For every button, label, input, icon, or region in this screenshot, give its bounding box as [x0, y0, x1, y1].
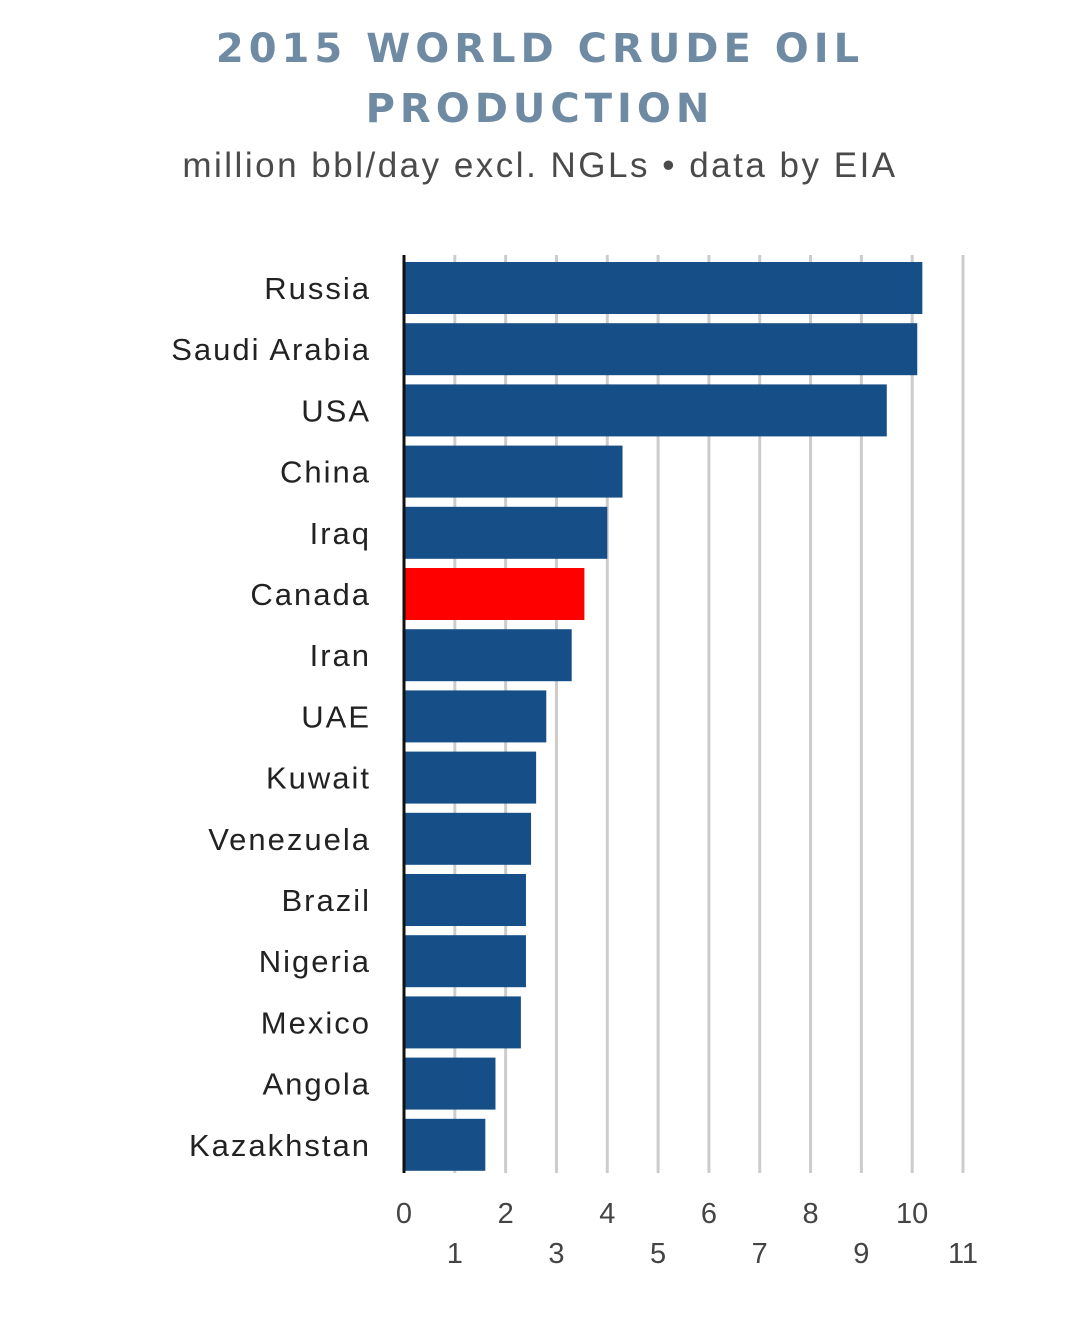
category-label-kazakhstan: Kazakhstan: [189, 1128, 371, 1163]
category-label-china: China: [280, 455, 371, 490]
category-labels: Russia Saudi Arabia USA China Iraq Canada Iran…: [171, 271, 371, 1163]
bar-nigeria: [404, 935, 526, 988]
x-tick-label-9: 9: [853, 1238, 869, 1270]
bars: [404, 262, 923, 1171]
category-label-brazil: Brazil: [281, 883, 371, 918]
bar-brazil: [404, 874, 526, 926]
bar-kazakhstan: [404, 1118, 486, 1171]
bar-iraq: [404, 506, 608, 559]
bar-saudi-arabia: [404, 323, 918, 376]
bar-uae: [404, 690, 547, 743]
category-label-angola: Angola: [262, 1067, 371, 1102]
bar-russia: [404, 262, 923, 314]
category-label-nigeria: Nigeria: [259, 944, 371, 979]
category-label-iran: Iran: [310, 638, 371, 673]
x-tick-label-6: 6: [701, 1198, 717, 1230]
chart-title-line-1: 2015 WORLD CRUDE OIL: [215, 26, 865, 72]
category-label-venezuela: Venezuela: [208, 822, 371, 857]
bar-china: [404, 445, 623, 498]
x-tick-label-10: 10: [896, 1198, 928, 1230]
bar-angola: [404, 1057, 496, 1110]
category-label-uae: UAE: [301, 699, 371, 734]
bar-iran: [404, 629, 572, 682]
chart-subtitle: million bbl/day excl. NGLs • data by EIA: [182, 146, 898, 185]
x-tick-label-11: 11: [948, 1238, 978, 1270]
chart-title-line-2: PRODUCTION: [365, 86, 715, 132]
x-tick-label-0: 0: [396, 1198, 412, 1230]
x-tick-labels: 0 1 2 3 4 5 6 7 8 9 10 11: [396, 1198, 978, 1270]
x-tick-label-5: 5: [650, 1238, 666, 1270]
x-tick-label-8: 8: [802, 1198, 818, 1230]
x-tick-label-7: 7: [752, 1238, 768, 1270]
x-tick-label-1: 1: [447, 1238, 463, 1270]
category-label-canada: Canada: [250, 577, 371, 612]
bar-kuwait: [404, 751, 537, 804]
category-label-usa: USA: [301, 393, 371, 428]
bar-venezuela: [404, 812, 532, 865]
x-tick-label-4: 4: [599, 1198, 615, 1230]
category-label-kuwait: Kuwait: [266, 761, 371, 796]
category-label-russia: Russia: [264, 271, 371, 306]
category-label-iraq: Iraq: [310, 516, 371, 551]
x-tick-label-2: 2: [498, 1198, 514, 1230]
category-label-mexico: Mexico: [261, 1005, 371, 1040]
x-tick-label-3: 3: [548, 1238, 564, 1270]
bar-mexico: [404, 996, 521, 1049]
category-label-saudi-arabia: Saudi Arabia: [171, 332, 371, 367]
bar-canada: [404, 568, 585, 620]
bar-usa: [404, 384, 887, 437]
